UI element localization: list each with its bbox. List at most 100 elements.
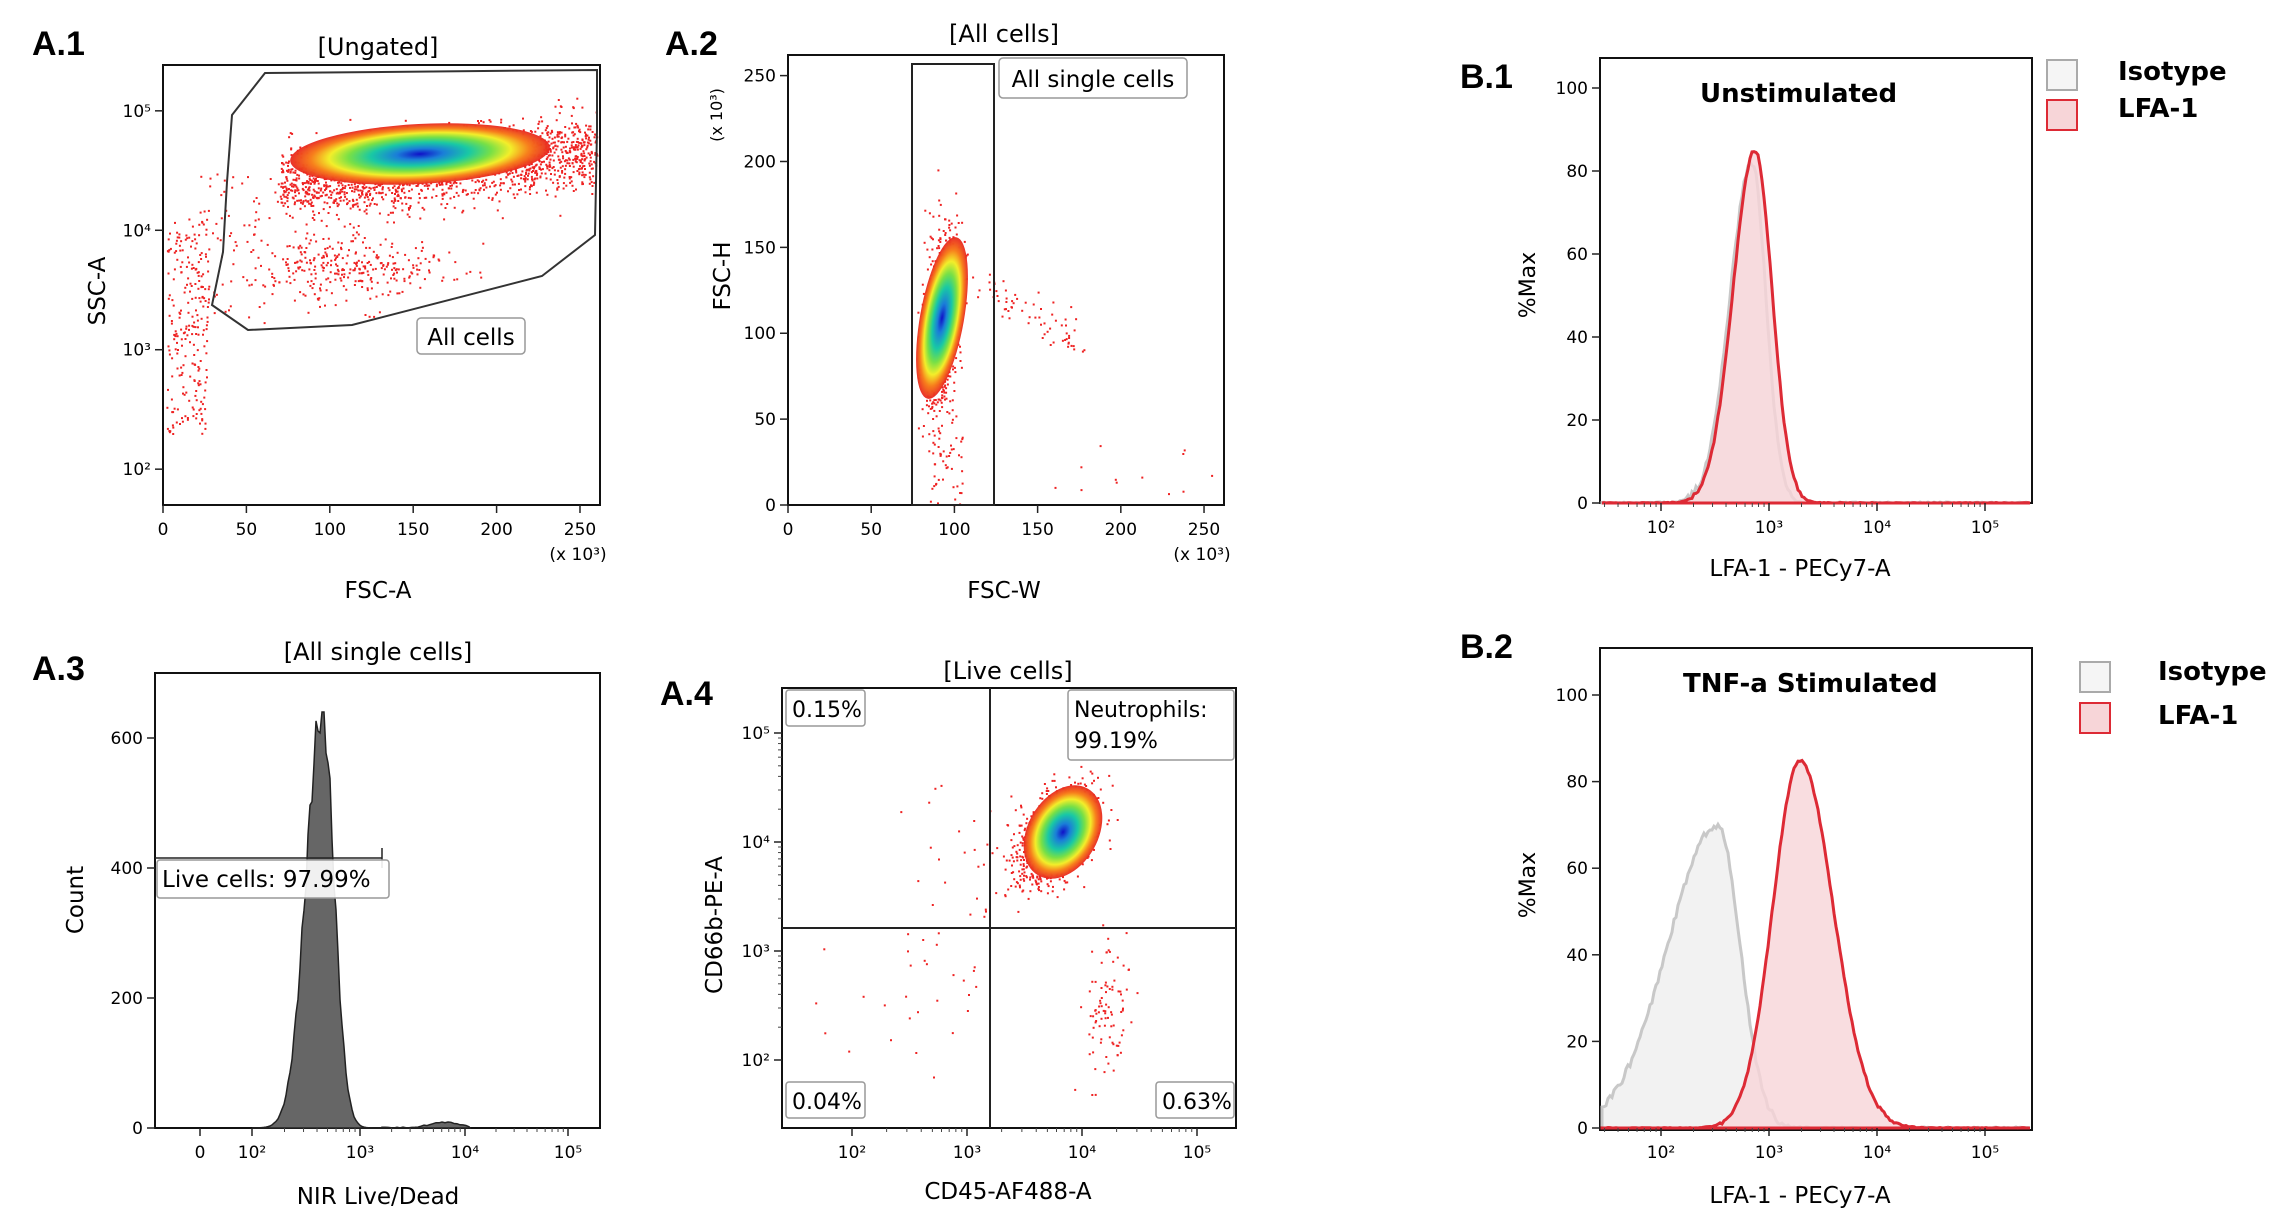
event-dot-a1 <box>204 389 207 392</box>
event-dot-a1 <box>339 188 342 191</box>
event-dot-a2 <box>1003 308 1006 311</box>
event-dot-a1 <box>174 348 177 351</box>
event-dot-a1 <box>308 186 311 189</box>
event-dot-a4 <box>996 847 999 850</box>
event-dot-a1 <box>409 206 411 209</box>
event-dot-a4 <box>1039 878 1042 881</box>
event-dot-a1 <box>368 246 371 249</box>
event-dot-a1 <box>494 184 497 187</box>
event-dot-a4 <box>823 948 826 951</box>
event-dot-a1 <box>189 341 191 344</box>
event-dot-a2 <box>956 485 959 488</box>
event-dot-a2 <box>917 311 920 314</box>
event-dot-a1 <box>442 276 445 279</box>
event-dot-a1 <box>274 191 277 194</box>
event-dot-a1 <box>248 316 251 319</box>
event-dot-a1 <box>416 184 419 187</box>
event-dot-a1 <box>551 137 554 140</box>
event-dot-a1 <box>282 169 284 172</box>
event-dot-a4 <box>1010 872 1013 874</box>
event-dot-a4 <box>1058 878 1061 881</box>
event-dot-a1 <box>489 120 492 123</box>
event-dot-a4 <box>972 969 975 972</box>
event-dot-a1 <box>305 192 308 195</box>
event-dot-a1 <box>417 201 420 204</box>
y-tick-label-a2: 150 <box>744 238 776 258</box>
event-dot-a4 <box>907 933 910 936</box>
event-dot-a1 <box>286 258 289 260</box>
event-dot-a1 <box>566 140 569 143</box>
event-dot-a4 <box>1064 881 1067 884</box>
event-dot-a1 <box>284 202 287 205</box>
event-dot-a1 <box>319 189 322 192</box>
event-dot-a4 <box>952 974 955 977</box>
gate-all-single-cells[interactable] <box>911 63 995 506</box>
event-dot-a1 <box>194 283 197 285</box>
event-dot-a1 <box>257 218 260 221</box>
event-dot-a1 <box>393 272 396 275</box>
event-dot-a1 <box>281 201 284 204</box>
event-dot-a1 <box>324 189 326 192</box>
event-dot-a1 <box>282 163 285 166</box>
event-dot-a1 <box>327 212 330 214</box>
event-dot-a1 <box>559 131 561 134</box>
event-dot-a1 <box>335 263 337 266</box>
event-dot-a1 <box>365 208 368 211</box>
event-dot-a1 <box>404 196 407 199</box>
event-dot-a2 <box>937 398 940 401</box>
event-dot-a1 <box>340 196 342 199</box>
event-dot-a1 <box>527 172 530 175</box>
event-dot-a1 <box>286 169 288 172</box>
event-dot-a4 <box>1051 890 1054 893</box>
quadrant-box-ur <box>1067 689 1235 761</box>
event-dot-a1 <box>350 240 353 243</box>
event-dot-a4 <box>1018 884 1021 887</box>
event-dot-a1 <box>321 256 324 259</box>
event-dot-a1 <box>462 188 465 191</box>
event-dot-a1 <box>462 209 465 212</box>
event-dot-a1 <box>170 398 173 401</box>
event-dot-a4 <box>973 820 976 822</box>
event-dot-a1 <box>314 265 317 268</box>
event-dot-a1 <box>322 191 325 194</box>
event-dot-a1 <box>354 203 357 206</box>
event-dot-a1 <box>577 126 580 129</box>
event-dot-a1 <box>186 283 188 286</box>
event-dot-a1 <box>201 419 204 422</box>
event-dot-a1 <box>382 198 385 201</box>
event-dot-a1 <box>319 195 322 198</box>
event-dot-a1 <box>310 273 313 276</box>
event-dot-a1 <box>342 199 345 202</box>
event-dot-a1 <box>333 254 336 257</box>
event-dot-a1 <box>560 137 563 140</box>
event-dot-a1 <box>334 304 337 307</box>
event-dot-a2 <box>952 365 955 368</box>
event-dot-a2 <box>942 230 945 232</box>
event-dot-a1 <box>572 165 575 168</box>
event-dot-a1 <box>285 161 288 164</box>
event-dot-a1 <box>375 203 378 206</box>
event-dot-a2 <box>935 403 938 406</box>
event-dot-a1 <box>175 242 178 245</box>
event-dot-a1 <box>221 283 224 286</box>
x-tick-label-a2: 0 <box>783 520 794 540</box>
event-dot-a1 <box>268 268 271 271</box>
event-dot-a1 <box>549 150 552 153</box>
event-dot-a1 <box>554 105 557 108</box>
event-dot-a1 <box>588 176 591 179</box>
event-dot-a1 <box>281 162 284 165</box>
event-dot-a1 <box>554 144 557 147</box>
event-dot-a1 <box>587 138 590 141</box>
event-dot-a1 <box>579 142 582 145</box>
event-dot-a1 <box>313 218 316 221</box>
event-dot-a1 <box>403 280 406 283</box>
event-dot-a4 <box>1105 1003 1108 1006</box>
event-dot-a1 <box>353 284 356 286</box>
event-dot-a1 <box>322 256 325 259</box>
event-dot-a1 <box>171 411 174 414</box>
event-dot-a1 <box>284 181 286 184</box>
event-dot-a2 <box>939 203 942 206</box>
gate-all-cells[interactable] <box>210 68 598 332</box>
event-dot-a1 <box>303 182 306 185</box>
